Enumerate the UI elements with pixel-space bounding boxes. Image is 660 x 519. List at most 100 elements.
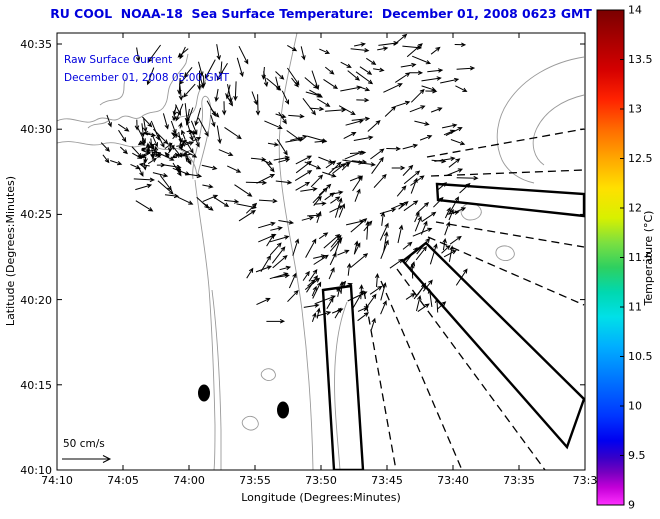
current-vector-arrow (316, 307, 321, 319)
current-vector-arrow (212, 196, 230, 208)
current-vector-arrow (347, 291, 368, 302)
y-tick-label: 40:25 (20, 208, 52, 221)
current-vector-arrow (267, 142, 280, 147)
current-vector-arrow (324, 192, 335, 201)
current-vector-arrow (373, 67, 385, 73)
current-vector-arrow (353, 240, 359, 255)
current-vector-arrow (317, 98, 331, 107)
current-vector-arrow (145, 132, 157, 138)
current-vector-arrow (197, 70, 202, 91)
current-vector-arrow (312, 281, 322, 299)
current-vector-arrow (403, 200, 419, 212)
current-vector-arrow (316, 311, 332, 317)
x-tick-label: 73:40 (437, 474, 469, 487)
current-vector-arrow (389, 258, 404, 269)
current-vector-arrow (336, 287, 341, 297)
current-vector-arrow (450, 139, 466, 146)
current-vector-arrow (147, 157, 157, 165)
current-vector-arrow (337, 249, 350, 256)
current-vector-arrow (134, 119, 140, 131)
current-vector-arrow (199, 75, 205, 89)
current-vector-arrow (338, 105, 356, 116)
current-vector-arrow (210, 108, 220, 118)
current-vector-arrow (448, 158, 461, 168)
current-vector-arrow (410, 88, 425, 103)
current-vector-arrow (178, 122, 183, 129)
current-vector-arrow (333, 238, 342, 257)
current-vector-arrow (177, 196, 194, 205)
current-vector-arrow (224, 126, 242, 140)
current-vector-arrow (456, 175, 479, 181)
current-vector-arrow (370, 148, 385, 160)
current-vector-arrow (185, 107, 194, 126)
current-vector-arrow (135, 200, 154, 212)
colorbar-tick-label: 12.5 (628, 152, 653, 165)
current-vector-arrow (192, 137, 202, 142)
colorbar-tick-label: 11.5 (628, 251, 653, 264)
current-vector-arrow (287, 289, 299, 303)
current-vector-arrow (153, 128, 169, 145)
current-vector-arrow (178, 136, 183, 144)
current-vector-arrow (441, 123, 458, 129)
current-vector-arrow (316, 210, 322, 224)
current-vector-arrow (157, 134, 165, 148)
current-vector-arrow (433, 196, 444, 208)
current-vector-arrow (330, 196, 341, 204)
current-vector-arrow (183, 83, 196, 98)
current-vector-arrow (172, 167, 191, 176)
current-vector-arrow (214, 88, 219, 103)
current-vector-arrow (178, 85, 184, 101)
coastline-contour (278, 33, 314, 470)
coastline-contour (87, 120, 109, 129)
current-vector-arrow (410, 175, 425, 186)
current-vector-arrow (165, 151, 170, 159)
current-vector-arrow (409, 70, 424, 76)
current-vector-arrow (404, 247, 418, 264)
current-vector-arrow (377, 46, 389, 51)
current-vector-arrow (275, 113, 287, 119)
current-vector-arrow (162, 113, 169, 130)
current-vector-arrow (246, 267, 254, 279)
current-vector-arrow (198, 61, 204, 77)
current-vector-arrow (130, 163, 141, 170)
current-vector-arrow (391, 165, 406, 171)
current-vector-arrow (417, 303, 430, 313)
current-vector-arrow (306, 275, 318, 293)
x-tick-label: 73:3 (573, 474, 598, 487)
colorbar-tick-label: 9 (628, 499, 635, 512)
current-vector-arrow (309, 106, 325, 112)
velocity-scale-label: 50 cm/s (63, 438, 105, 450)
current-vector-arrow (307, 135, 328, 143)
current-vector-arrow (308, 269, 318, 282)
current-vector-arrow (275, 76, 281, 91)
current-vector-arrow (204, 59, 216, 79)
current-vector-arrow (318, 232, 329, 240)
current-vector-arrow (366, 57, 377, 66)
buoy-dot (198, 384, 210, 402)
current-vector-arrow (437, 182, 448, 191)
buoy-dot (277, 401, 289, 419)
dashed-bearing-line (380, 280, 463, 470)
radar-wedge-outline (435, 182, 585, 218)
current-vector-arrow (265, 160, 275, 173)
dashed-bearing-line (426, 128, 585, 158)
current-vector-arrow (412, 227, 433, 237)
current-vector-arrow (250, 157, 267, 162)
current-vectors (100, 33, 479, 330)
current-vector-arrow (279, 265, 292, 271)
current-vector-arrow (397, 224, 404, 244)
current-vector-arrow (305, 238, 317, 258)
colorbar-tick-label: 13 (628, 103, 642, 116)
current-vector-arrow (169, 142, 183, 158)
current-vector-arrow (295, 181, 311, 191)
dashed-bearing-line (363, 290, 397, 470)
current-vector-arrow (325, 160, 337, 169)
current-vector-arrow (391, 202, 405, 210)
current-vector-arrow (271, 246, 286, 264)
dashed-bearing-line (427, 236, 585, 306)
current-vector-arrow (444, 206, 451, 219)
current-vector-arrow (273, 273, 290, 279)
current-vector-arrow (176, 165, 181, 174)
current-vector-arrow (201, 164, 218, 171)
